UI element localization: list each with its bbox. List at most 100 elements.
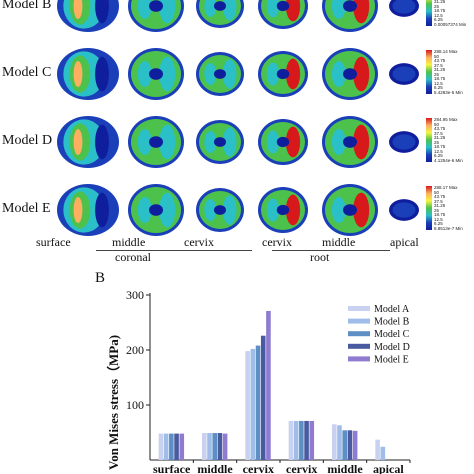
column-label: middle	[112, 235, 146, 249]
group-bracket-line	[272, 250, 390, 251]
color-scale-bar	[426, 186, 432, 230]
scale-tick-label: 12.5	[434, 148, 443, 154]
legend-swatch	[348, 318, 370, 324]
scale-tick-label: 31.25	[434, 0, 446, 4]
scale-tick-label: 288.17 Max	[434, 185, 458, 190]
row-label: Model E	[2, 201, 51, 216]
scale-tick-label: 18.75	[434, 76, 446, 81]
bar	[293, 420, 299, 460]
stress-map	[57, 184, 119, 236]
legend-swatch	[348, 356, 370, 362]
bar	[169, 433, 174, 460]
bar	[163, 433, 169, 460]
bar	[352, 430, 358, 460]
column-label: cervix	[184, 235, 214, 249]
bar	[337, 425, 342, 460]
stress-map	[258, 0, 308, 29]
legend-swatch	[348, 331, 370, 337]
scale-tick-label: 18.75	[434, 8, 446, 13]
stress-map	[196, 52, 244, 96]
bar	[260, 335, 266, 460]
row-label: Model C	[2, 65, 52, 80]
scale-tick-label: 18.75	[434, 212, 446, 217]
bar	[158, 433, 164, 460]
stress-map	[258, 51, 308, 97]
scale-tick-label: 43.75	[434, 194, 446, 199]
stress-map	[57, 116, 119, 168]
color-scale-bar	[426, 118, 432, 162]
x-tick-label: cervix	[286, 462, 317, 474]
legend-label: Model A	[374, 304, 410, 315]
bar	[347, 430, 353, 460]
scale-tick-label: 6.25	[434, 85, 443, 90]
bar	[207, 433, 212, 460]
stress-map	[322, 48, 378, 100]
bar	[217, 433, 223, 460]
legend-label: Model E	[374, 354, 409, 365]
scale-tick-label: 25	[434, 139, 440, 145]
bar	[266, 310, 271, 460]
stress-map	[258, 187, 308, 233]
color-scale-bar	[426, 50, 432, 94]
color-scale-bar	[426, 0, 432, 26]
scale-tick-label: 25	[434, 207, 440, 213]
stress-map	[389, 63, 419, 85]
stress-map	[196, 120, 244, 164]
bar	[179, 433, 185, 460]
scale-tick-label: 37.5	[434, 62, 443, 68]
column-label: surface	[36, 235, 71, 249]
legend-label: Model D	[374, 342, 410, 353]
stress-color-scale: 5043.7537.531.252518.7512.56.250.0005737…	[426, 0, 474, 32]
legend-label: Model C	[374, 329, 410, 340]
scale-tick-label: 8.8513e-7 Min	[434, 225, 463, 231]
column-label: cervix	[262, 235, 292, 249]
group-bracket-line	[96, 250, 252, 251]
group-label: coronal	[115, 250, 151, 264]
bar	[304, 420, 309, 460]
stress-map	[57, 48, 119, 100]
stress-map	[57, 0, 119, 32]
y-axis-label: Von Mises stress（MPa)	[106, 334, 121, 470]
stress-map	[389, 199, 419, 221]
stress-map	[196, 188, 244, 232]
stress-map	[322, 0, 378, 32]
group-label: root	[310, 250, 330, 264]
scale-tick-label: 37.5	[434, 198, 443, 204]
bar	[342, 430, 347, 460]
scale-tick-label: 284.95 Max	[434, 117, 458, 122]
scale-tick-label: 31.25	[434, 135, 446, 140]
scale-tick-label: 5.4283e-5 Min	[434, 89, 463, 95]
scale-tick-label: 6.25	[434, 153, 443, 158]
row-label: Model D	[2, 133, 53, 148]
scale-tick-label: 6.25	[434, 17, 443, 22]
stress-color-scale: 288.17 Max 50 43.75 37.5 31.25 25 18.75 12.5 6.2…	[426, 185, 474, 236]
scale-tick-label: 31.25	[434, 203, 446, 208]
scale-tick-label: 43.75	[434, 58, 446, 63]
x-tick-label: surface	[153, 462, 191, 474]
scale-tick-label: 50	[434, 53, 440, 59]
stress-map	[128, 184, 184, 236]
stress-map	[128, 0, 184, 32]
stress-color-scale: 284.95 Max 50 43.75 37.5 31.25 25 18.75 12.5 6.2…	[426, 117, 474, 168]
y-tick-label: 300	[126, 288, 144, 302]
legend-swatch	[348, 343, 370, 349]
bar	[222, 433, 228, 460]
scale-tick-label: 31.25	[434, 67, 446, 72]
bar	[380, 446, 386, 460]
x-tick-label: apical	[373, 462, 404, 474]
stress-map	[258, 119, 308, 165]
scale-tick-label: 6.25	[434, 221, 443, 226]
x-tick-label: middle	[327, 462, 363, 474]
x-tick-label: middle	[197, 462, 233, 474]
stress-map	[128, 48, 184, 100]
stress-map	[322, 184, 378, 236]
stress-map	[389, 0, 419, 17]
bar	[250, 348, 256, 460]
column-label: apical	[390, 235, 419, 249]
bar	[332, 424, 337, 460]
scale-tick-label: 50	[434, 189, 440, 195]
bar	[174, 433, 179, 460]
bar	[202, 433, 207, 460]
stress-map	[196, 0, 244, 28]
